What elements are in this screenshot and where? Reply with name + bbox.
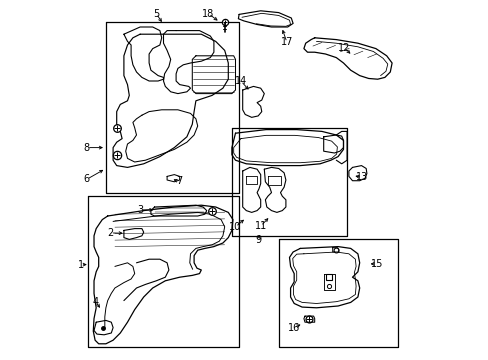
Text: 15: 15	[370, 259, 383, 269]
Text: 1: 1	[78, 260, 83, 270]
Text: 9: 9	[255, 235, 261, 246]
Text: 7: 7	[176, 176, 182, 186]
Text: 16: 16	[287, 323, 300, 333]
Text: 14: 14	[234, 76, 246, 86]
Text: 5: 5	[153, 9, 159, 19]
Text: 2: 2	[107, 228, 114, 238]
Text: 13: 13	[355, 172, 367, 183]
Text: 3: 3	[137, 205, 143, 215]
Text: 4: 4	[93, 297, 99, 307]
Text: 6: 6	[83, 174, 90, 184]
Text: 12: 12	[338, 43, 350, 53]
Text: 8: 8	[83, 143, 90, 153]
Text: 17: 17	[280, 37, 293, 48]
Text: 10: 10	[229, 222, 241, 232]
Text: 11: 11	[254, 221, 266, 231]
Text: 18: 18	[202, 9, 214, 19]
